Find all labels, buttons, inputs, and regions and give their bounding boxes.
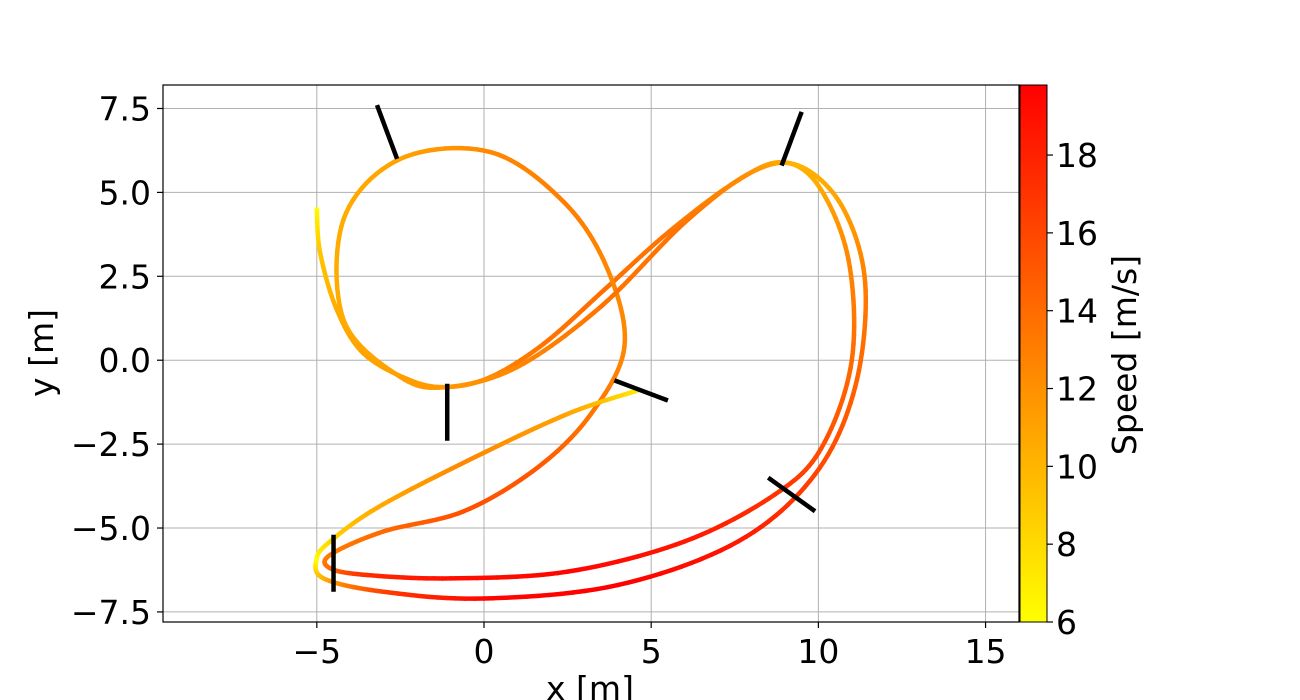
colorbar-gradient bbox=[1020, 85, 1047, 622]
colorbar-tick-label: 10 bbox=[1056, 447, 1098, 486]
trajectory bbox=[313, 145, 869, 601]
colorbar-tick-label: 16 bbox=[1056, 214, 1098, 253]
colorbar-label: Speed [m/s] bbox=[1105, 255, 1144, 455]
y-tick-label: −7.5 bbox=[71, 593, 151, 632]
gate-marker bbox=[779, 111, 804, 167]
y-axis-label: y [m] bbox=[22, 309, 61, 397]
x-axis-ticks: −5 0 5 10 15 bbox=[292, 622, 1007, 671]
y-axis-ticks: −7.5 −5.0 −2.5 0.0 2.5 5.0 7.5 bbox=[71, 89, 163, 632]
gate-marker bbox=[766, 475, 817, 514]
y-tick-label: 2.5 bbox=[99, 257, 151, 296]
x-axis-label: x [m] bbox=[546, 669, 634, 700]
x-tick-label: 10 bbox=[797, 632, 839, 671]
plot-area bbox=[163, 85, 1019, 622]
gate-marker bbox=[613, 378, 669, 403]
x-tick-label: 5 bbox=[641, 632, 662, 671]
gates bbox=[331, 104, 817, 592]
colorbar-tick-label: 6 bbox=[1056, 603, 1077, 642]
y-tick-label: 0.0 bbox=[99, 341, 151, 380]
colorbar-tick-label: 12 bbox=[1056, 370, 1098, 409]
x-tick-label: 0 bbox=[474, 632, 495, 671]
colorbar-ticks: 6 8 10 12 14 16 18 bbox=[1047, 136, 1098, 642]
x-tick-label: 15 bbox=[965, 632, 1007, 671]
colorbar-tick-label: 14 bbox=[1056, 292, 1098, 331]
grid-lines bbox=[163, 85, 1019, 622]
x-tick-label: −5 bbox=[292, 632, 341, 671]
y-tick-label: −2.5 bbox=[71, 425, 151, 464]
colorbar-frame bbox=[1019, 84, 1048, 623]
y-tick-label: 5.0 bbox=[99, 173, 151, 212]
gate-marker bbox=[374, 104, 400, 160]
plot-frame bbox=[162, 84, 1020, 623]
colorbar-tick-label: 8 bbox=[1056, 525, 1077, 564]
y-tick-label: −5.0 bbox=[71, 509, 151, 548]
colorbar-tick-label: 18 bbox=[1056, 136, 1098, 175]
y-tick-label: 7.5 bbox=[99, 89, 151, 128]
